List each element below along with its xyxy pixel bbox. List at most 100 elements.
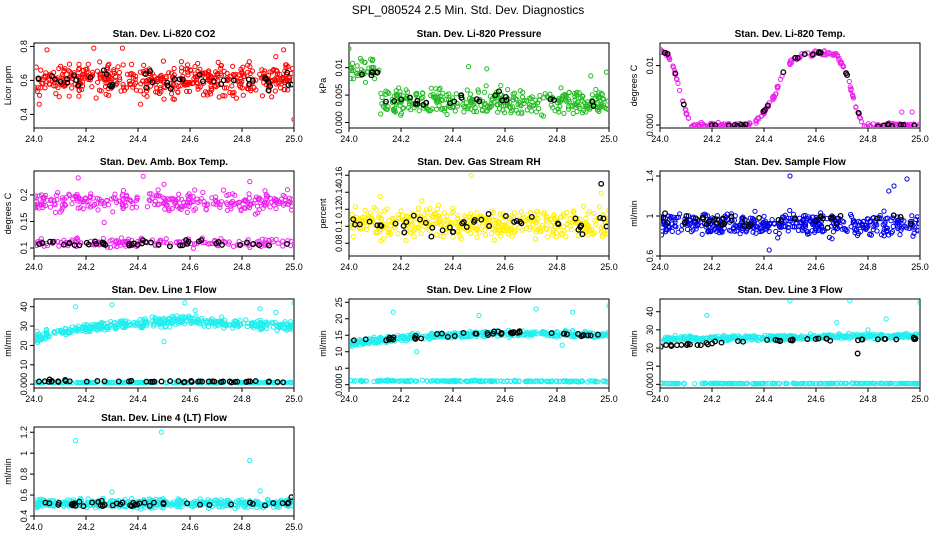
data-point xyxy=(218,320,224,327)
data-point xyxy=(871,214,877,221)
data-point xyxy=(52,76,58,83)
data-point xyxy=(109,196,115,202)
data-point xyxy=(94,201,100,207)
data-point xyxy=(76,379,82,386)
data-point xyxy=(75,205,81,211)
data-point xyxy=(159,320,165,326)
data-point xyxy=(873,381,879,387)
data-point xyxy=(241,205,247,211)
data-point xyxy=(568,227,574,233)
data-point xyxy=(204,202,210,208)
data-point xyxy=(566,99,572,105)
plot-frame xyxy=(33,298,295,389)
data-point xyxy=(64,79,71,86)
data-point xyxy=(247,201,253,207)
y-tick-label: 10 xyxy=(334,347,344,357)
data-point xyxy=(700,121,706,127)
data-point xyxy=(383,98,389,105)
data-point xyxy=(589,378,595,384)
data-point xyxy=(755,115,761,121)
series-selected xyxy=(661,210,914,231)
data-point xyxy=(558,85,564,91)
data-point xyxy=(813,227,819,233)
data-point xyxy=(833,335,839,341)
data-point xyxy=(551,97,557,104)
x-tick-label: 24.8 xyxy=(233,522,251,532)
data-point xyxy=(237,317,243,324)
data-point xyxy=(479,107,486,113)
data-point xyxy=(661,49,668,56)
data-point xyxy=(800,225,806,231)
data-point xyxy=(126,78,132,84)
data-point xyxy=(874,228,880,234)
chart-title: Stan. Dev. Li-820 CO2 xyxy=(113,29,216,40)
data-point xyxy=(289,380,293,386)
data-point xyxy=(790,380,797,386)
data-point xyxy=(230,72,236,78)
y-tick-label: 0.6 xyxy=(19,489,29,502)
data-point xyxy=(484,217,490,223)
data-point xyxy=(112,239,119,245)
data-point xyxy=(221,68,227,75)
series-all xyxy=(661,173,919,253)
x-tick-label: 24.0 xyxy=(25,522,43,532)
data-point xyxy=(108,83,115,90)
data-point xyxy=(460,329,467,336)
data-point xyxy=(42,336,48,342)
data-point xyxy=(236,238,242,245)
data-point xyxy=(782,224,788,230)
data-point xyxy=(350,65,355,71)
data-point xyxy=(600,231,606,237)
data-point xyxy=(827,337,834,344)
data-point xyxy=(498,233,504,239)
data-point xyxy=(769,94,775,100)
data-point xyxy=(764,102,771,109)
data-point xyxy=(774,337,781,344)
data-point xyxy=(256,207,262,213)
data-point xyxy=(280,74,286,81)
data-point xyxy=(194,80,200,86)
data-point xyxy=(475,87,481,93)
data-point xyxy=(218,65,224,71)
data-point xyxy=(853,104,859,110)
data-point xyxy=(451,333,458,339)
data-point xyxy=(199,378,206,385)
data-point xyxy=(271,66,277,73)
data-point xyxy=(262,75,269,81)
data-point xyxy=(409,221,415,227)
data-point xyxy=(179,76,186,83)
data-point xyxy=(833,220,840,227)
x-tick-label: 24.6 xyxy=(496,394,514,404)
x-tick-label: 24.4 xyxy=(755,394,773,404)
series-selected xyxy=(35,67,293,94)
x-tick-label: 24.0 xyxy=(340,394,358,404)
data-point xyxy=(474,226,480,232)
y-tick-label: 0.005 xyxy=(334,84,344,107)
data-point xyxy=(433,231,440,238)
data-point xyxy=(455,212,461,218)
data-point xyxy=(720,215,727,222)
series-all xyxy=(35,45,293,122)
series-selected xyxy=(661,49,918,127)
y-axis-label: ml/min xyxy=(3,458,13,485)
data-point xyxy=(670,64,677,70)
data-point xyxy=(868,124,874,127)
data-point xyxy=(785,224,791,231)
data-point xyxy=(204,319,210,325)
data-point xyxy=(540,113,547,119)
data-point xyxy=(162,195,168,202)
data-point xyxy=(418,95,425,101)
data-point xyxy=(432,96,439,102)
data-point xyxy=(453,91,459,97)
data-point xyxy=(571,378,578,384)
data-point xyxy=(164,82,171,89)
data-point xyxy=(169,91,175,97)
data-point xyxy=(776,223,783,229)
data-point xyxy=(785,228,791,234)
series-line-low xyxy=(661,380,919,387)
x-tick-label: 25.0 xyxy=(911,394,929,404)
data-point xyxy=(417,216,423,223)
data-point xyxy=(176,76,183,83)
